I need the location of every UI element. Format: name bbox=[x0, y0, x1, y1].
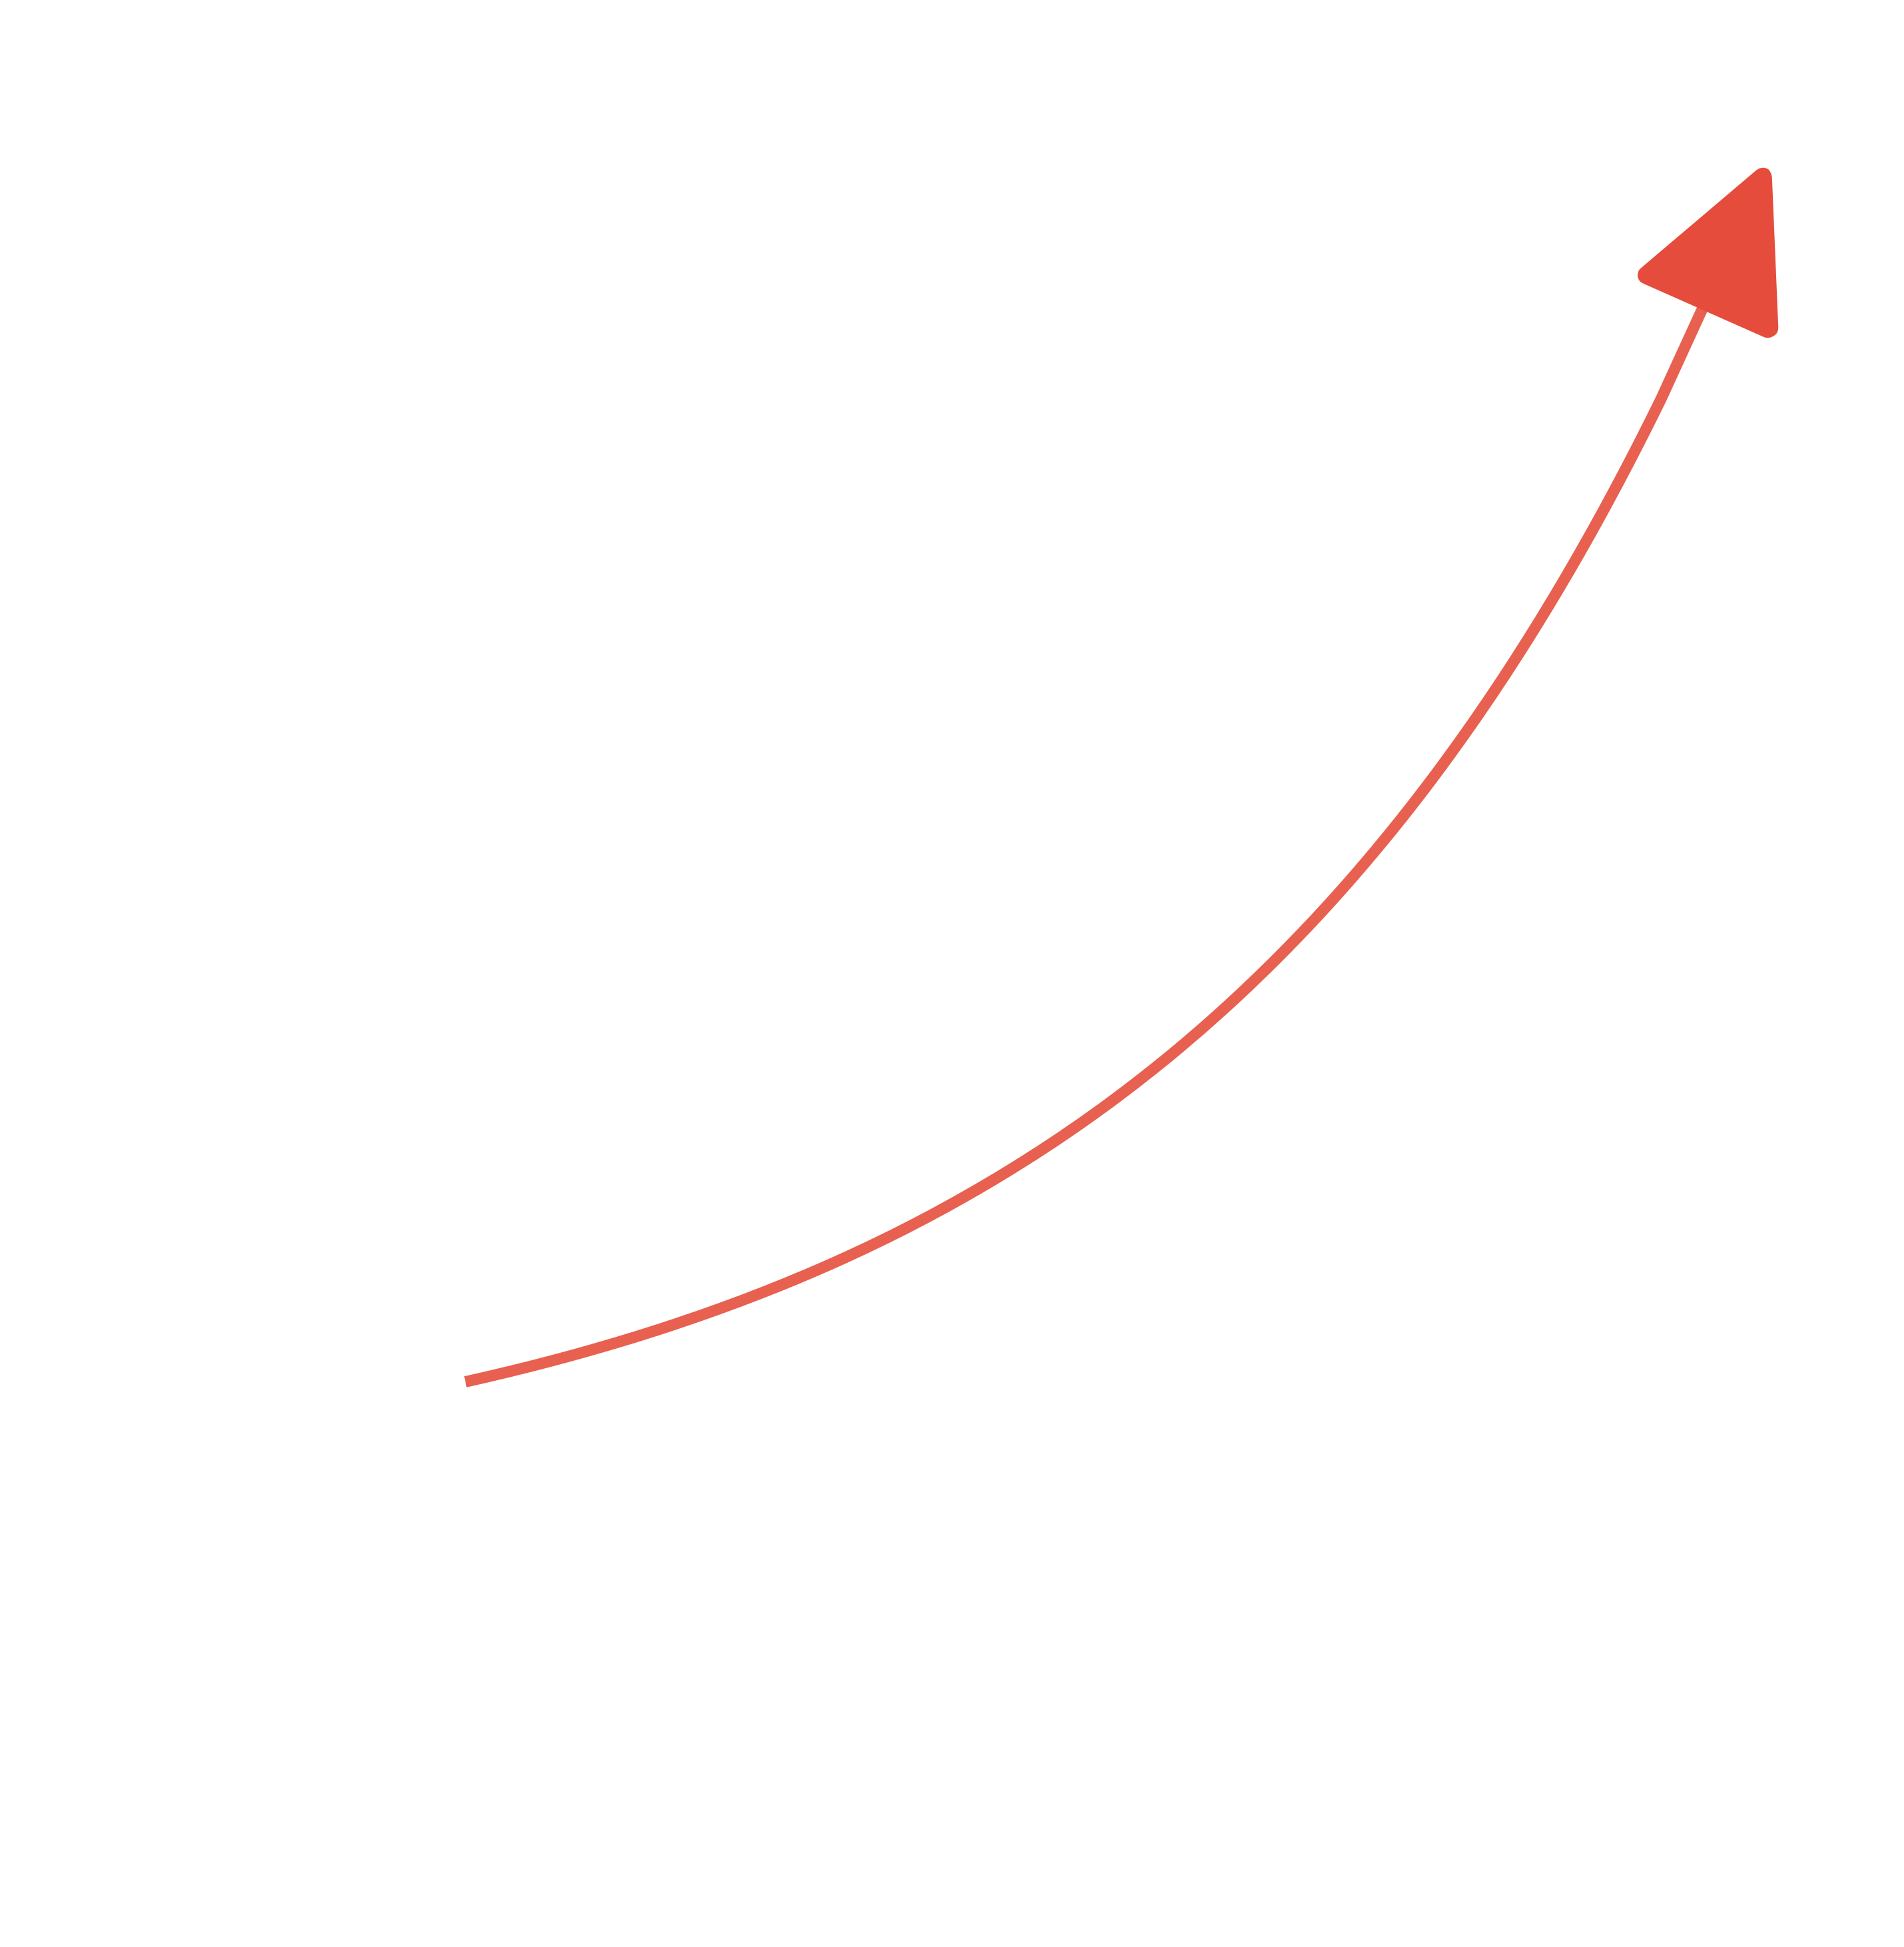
arrowhead-icon bbox=[1638, 167, 1779, 338]
arrow-shaft bbox=[464, 306, 1708, 1387]
